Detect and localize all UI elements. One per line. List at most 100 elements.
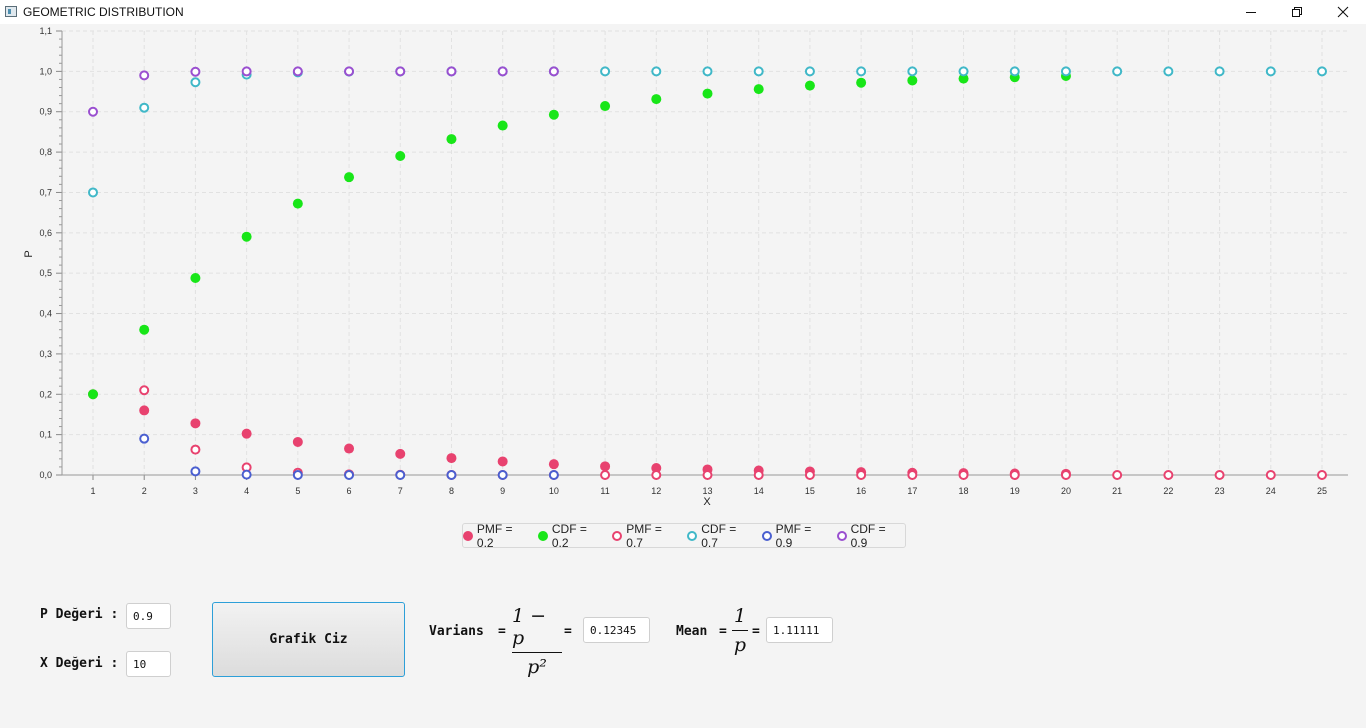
data-point-cdf-0-2	[292, 198, 303, 209]
data-point-pmf-0-7	[1060, 470, 1071, 480]
data-point-cdf-0-2	[88, 389, 98, 400]
legend-label: CDF = 0.9	[850, 521, 886, 550]
data-point-cdf-0-9	[88, 106, 98, 117]
data-point-cdf-0-2	[548, 109, 559, 120]
data-point-pmf-0-9	[241, 469, 252, 480]
restore-icon	[1292, 7, 1302, 17]
y-tick-label: 0,9	[39, 107, 52, 117]
data-point-cdf-0-2	[497, 120, 508, 131]
legend-item: PMF = 0.2	[463, 522, 532, 550]
data-point-cdf-0-9	[395, 66, 406, 77]
mean-numerator: 1	[733, 605, 747, 627]
variance-formula: 1 − p p²	[512, 605, 562, 678]
data-point-pmf-0-7	[753, 470, 764, 480]
data-point-pmf-0-7	[702, 470, 713, 480]
x-tick-label: 16	[856, 486, 866, 496]
mean-value-field[interactable]: 1.11111	[766, 617, 833, 643]
variance-equals-2: =	[564, 624, 572, 639]
data-point-pmf-0-7	[1163, 470, 1174, 480]
chart-area: 0,0 0,1 0,2 0,3 0,4 0,5 0,6 0,7 0,8 0,9 1,0 1,1 1 2 3 4…	[0, 24, 1366, 524]
legend-swatch	[537, 530, 548, 541]
close-icon	[1337, 6, 1349, 18]
variance-value-field[interactable]: 0.12345	[583, 617, 650, 643]
data-point-cdf-0-2	[651, 94, 662, 105]
data-point-pmf-0-9	[292, 469, 303, 480]
x-tick-label: 9	[500, 486, 505, 496]
variance-label: Varians	[429, 624, 484, 639]
data-point-cdf-0-9	[292, 66, 303, 77]
mean-formula: 1 p	[732, 605, 748, 656]
y-tick-label: 1,0	[39, 66, 52, 76]
draw-chart-button[interactable]: Grafik Ciz	[212, 602, 405, 677]
data-point-cdf-0-7	[1060, 66, 1071, 77]
x-tick-label: 6	[347, 486, 352, 496]
data-point-cdf-0-9	[139, 70, 150, 81]
variance-equals: =	[498, 624, 506, 639]
legend-item: PMF = 0.9	[761, 522, 831, 550]
data-point-cdf-0-2	[600, 101, 611, 112]
data-point-cdf-0-9	[446, 66, 457, 77]
window-title: GEOMETRIC DISTRIBUTION	[23, 5, 184, 19]
data-point-pmf-0-2	[139, 405, 150, 416]
scatter-chart: 0,00,10,20,30,40,50,60,70,80,91,01,11 2 3 4…	[23, 26, 1348, 508]
data-point-cdf-0-9	[241, 66, 252, 77]
x-tick-label: 2	[142, 486, 147, 496]
data-point-cdf-0-2	[190, 273, 201, 284]
legend-item: PMF = 0.7	[612, 522, 681, 550]
data-point-cdf-0-2	[241, 231, 252, 242]
x-tick-label: 15	[805, 486, 815, 496]
legend-swatch	[836, 530, 847, 541]
data-point-cdf-0-7	[651, 66, 662, 77]
x-value-input[interactable]: 10	[126, 651, 171, 677]
mean-denominator: p	[733, 634, 747, 656]
mean-equals: =	[719, 624, 727, 639]
data-point-pmf-0-2	[497, 456, 508, 467]
x-tick-label: 18	[959, 486, 969, 496]
data-point-pmf-0-7	[856, 470, 867, 480]
data-point-cdf-0-7	[1163, 66, 1174, 77]
minimize-button[interactable]	[1228, 0, 1274, 24]
data-point-pmf-0-2	[600, 461, 611, 472]
data-point-cdf-0-7	[958, 66, 969, 77]
y-tick-label: 0,8	[39, 147, 52, 157]
x-tick-label: 5	[295, 486, 300, 496]
data-point-pmf-0-2	[548, 459, 559, 470]
x-tick-label: 17	[907, 486, 917, 496]
data-point-pmf-0-2	[446, 453, 457, 464]
p-value-input[interactable]: 0.9	[126, 603, 171, 629]
data-point-pmf-0-7	[1265, 470, 1276, 480]
x-tick-label: 8	[449, 486, 454, 496]
restore-button[interactable]	[1274, 0, 1320, 24]
title-bar: GEOMETRIC DISTRIBUTION	[0, 0, 1366, 24]
data-point-cdf-0-2	[856, 77, 867, 88]
y-tick-label: 0,0	[39, 470, 52, 480]
data-point-pmf-0-7	[1009, 470, 1020, 480]
data-point-pmf-0-9	[344, 470, 355, 480]
x-tick-label: 21	[1112, 486, 1122, 496]
data-point-pmf-0-7	[600, 470, 611, 480]
data-point-pmf-0-7	[1317, 470, 1327, 480]
data-point-pmf-0-7	[804, 470, 815, 480]
data-point-pmf-0-7	[139, 385, 150, 396]
data-point-cdf-0-7	[1009, 66, 1020, 77]
data-point-cdf-0-7	[702, 66, 713, 77]
data-point-pmf-0-2	[344, 443, 355, 454]
data-point-cdf-0-2	[446, 134, 457, 145]
x-value-label: X Değeri :	[40, 656, 119, 671]
data-point-cdf-0-7	[753, 66, 764, 77]
data-point-cdf-0-2	[958, 73, 969, 84]
variance-numerator: 1 − p	[512, 605, 547, 649]
y-tick-label: 0,2	[39, 389, 52, 399]
data-point-cdf-0-7	[88, 187, 98, 198]
data-point-cdf-0-2	[344, 172, 355, 183]
x-tick-label: 7	[398, 486, 403, 496]
legend-item: CDF = 0.2	[537, 522, 606, 550]
legend-label: PMF = 0.7	[626, 521, 662, 550]
data-point-cdf-0-7	[907, 66, 918, 77]
data-point-pmf-0-2	[190, 418, 201, 429]
close-button[interactable]	[1320, 0, 1366, 24]
y-tick-label: 1,1	[39, 26, 52, 36]
p-value-label: P Değeri :	[40, 607, 119, 622]
x-tick-label: 10	[549, 486, 559, 496]
x-tick-label: 24	[1266, 486, 1276, 496]
